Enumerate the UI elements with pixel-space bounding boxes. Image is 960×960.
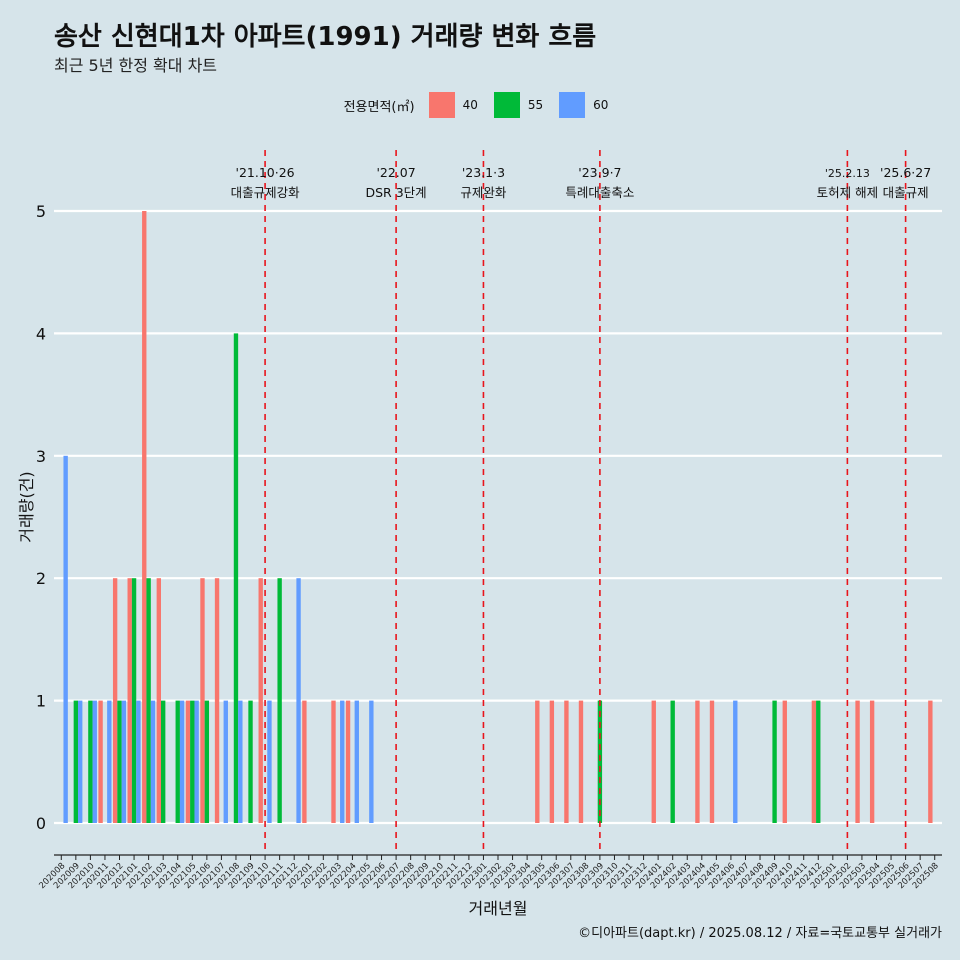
event-date-label: '25.6·27 [880, 165, 931, 180]
bar-60 [238, 700, 243, 823]
bar-60 [194, 700, 199, 823]
bar-60 [296, 578, 301, 823]
bar-55 [88, 700, 93, 823]
bar-40 [331, 700, 336, 823]
bar-55 [175, 700, 180, 823]
bar-40 [127, 578, 132, 823]
event-date-label: '21.10·26 [236, 165, 295, 180]
x-axis-title: 거래년월 [469, 899, 528, 918]
legend-label-60: 60 [593, 98, 609, 112]
bar-55 [204, 700, 210, 823]
bar-40 [928, 700, 933, 823]
bar-55 [146, 578, 151, 823]
event-text-label: 특례대출축소 [565, 185, 634, 200]
bar-60 [107, 700, 112, 823]
y-tick-label: 4 [36, 324, 46, 343]
legend-title: 전용면적(㎡) [343, 99, 415, 115]
bar-40 [564, 700, 569, 823]
bar-40 [156, 578, 161, 823]
legend-swatch-55 [493, 92, 520, 118]
bar-40 [869, 700, 875, 823]
bar-60 [78, 700, 83, 823]
bar-40 [855, 700, 860, 823]
bar-60 [733, 700, 738, 823]
bar-60 [369, 700, 374, 823]
bar-55 [772, 700, 777, 823]
bar-55 [190, 700, 195, 823]
event-date-label: '23.9·7 [578, 165, 621, 180]
bar-40 [302, 700, 307, 823]
bar-55 [117, 700, 122, 823]
bar-40 [709, 700, 715, 823]
bar-40 [782, 700, 787, 823]
y-tick-label: 3 [36, 447, 46, 466]
chart-subtitle: 최근 5년 한정 확대 차트 [54, 56, 218, 75]
event-text-label: DSR 3단계 [366, 185, 427, 200]
bar-55 [233, 333, 239, 823]
bar-60 [136, 700, 141, 823]
chart-title: 송산 신현대1차 아파트(1991) 거래량 변화 흐름 [54, 22, 597, 52]
bar-40 [578, 700, 584, 823]
bar-60 [92, 700, 97, 823]
bar-60 [150, 700, 156, 823]
bar-60 [340, 700, 345, 823]
bar-40 [535, 700, 540, 823]
bar-55 [248, 700, 253, 823]
event-text-label: 대출규제강화 [231, 185, 301, 200]
bar-55 [816, 700, 821, 823]
legend-label-55: 55 [527, 98, 544, 112]
bar-55 [131, 578, 137, 823]
event-date-label: '22.07 [376, 165, 415, 180]
bar-60 [223, 700, 228, 823]
y-tick-label: 2 [36, 569, 46, 588]
legend-label-40: 40 [462, 98, 478, 112]
bar-40 [98, 700, 103, 823]
bar-40 [185, 700, 191, 823]
bar-55 [160, 700, 166, 823]
bar-60 [179, 700, 185, 823]
bar-40 [695, 700, 700, 823]
source-caption: ©디아파트(dapt.kr) / 2025.08.12 / 자료=국토교통부 실… [578, 926, 942, 941]
bar-60 [121, 700, 127, 823]
y-axis-title: 거래량(건) [17, 471, 36, 542]
bar-40 [549, 700, 555, 823]
bar-60 [63, 455, 68, 823]
bar-40 [345, 700, 351, 823]
event-date-label: '23.1·3 [462, 165, 505, 180]
y-tick-label: 0 [36, 814, 46, 833]
event-text-label: 토허제 해제 [817, 185, 878, 200]
bar-40 [200, 578, 205, 823]
bar-40 [112, 578, 118, 823]
bar-40 [214, 578, 220, 823]
bar-40 [811, 700, 817, 823]
bar-55 [670, 700, 675, 823]
bar-40 [258, 578, 263, 823]
bar-40 [142, 211, 147, 823]
legend-swatch-60 [559, 92, 586, 118]
bar-60 [267, 700, 272, 823]
event-date-label: '25.2.13 [825, 167, 870, 180]
bar-55 [73, 700, 79, 823]
event-text-label: 대출규제 [883, 185, 929, 200]
bar-55 [277, 578, 282, 823]
y-tick-label: 1 [36, 692, 46, 711]
y-tick-label: 5 [36, 202, 46, 221]
bar-40 [651, 700, 656, 823]
legend: 전용면적(㎡) 40 55 60 [0, 92, 960, 118]
bar-60 [354, 700, 359, 823]
bar-55 [597, 700, 603, 823]
legend-swatch-40 [428, 92, 455, 118]
event-text-label: 규제완화 [460, 185, 507, 200]
